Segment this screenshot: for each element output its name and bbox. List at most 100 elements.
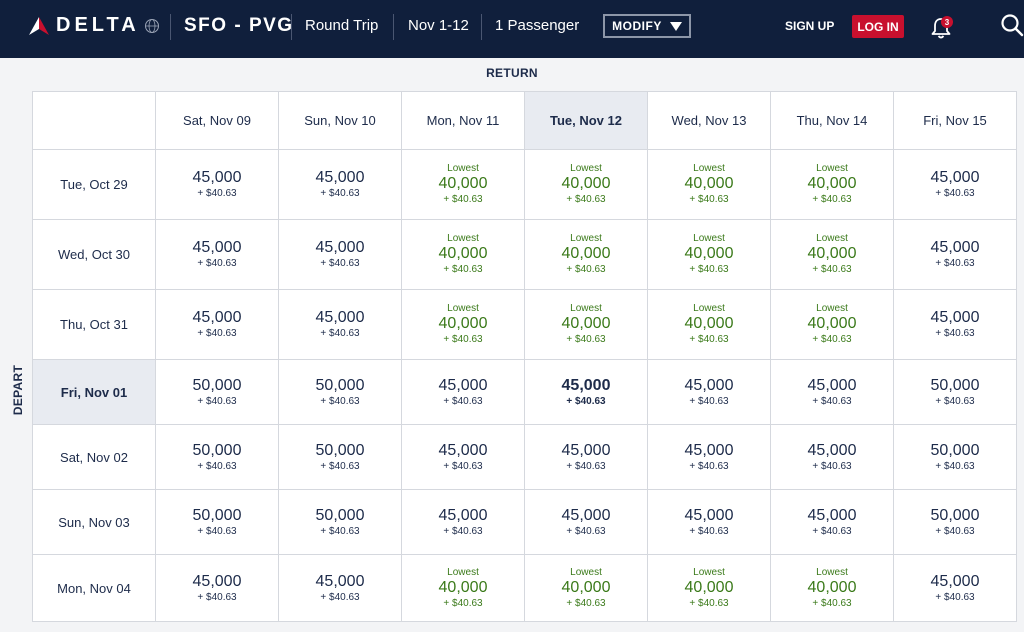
fare-cell[interactable]: 50,000 + $40.63: [155, 489, 279, 555]
travel-dates[interactable]: Nov 1-12: [408, 17, 469, 34]
depart-date-header[interactable]: Thu, Oct 31: [32, 289, 156, 360]
fare-cell[interactable]: 45,000 + $40.63: [770, 489, 894, 555]
table-row: Sat, Nov 02 50,000 + $40.63 50,000 + $40.63 4…: [32, 424, 1017, 490]
fare-cell[interactable]: 45,000 + $40.63: [893, 289, 1017, 360]
fare-cell[interactable]: Lowest 40,000 + $40.63: [524, 149, 648, 220]
fare-cell-content: Lowest 40,000 + $40.63: [525, 304, 647, 345]
fare-cell[interactable]: 45,000 + $40.63: [893, 554, 1017, 622]
fare-cell[interactable]: Lowest 40,000 + $40.63: [524, 289, 648, 360]
miles-price: 45,000: [192, 239, 242, 256]
top-nav-bar: DELTA SFO - PVG Round Trip Nov 1-12 1 Pa…: [0, 0, 1024, 58]
fare-cell-content: 45,000 + $40.63: [648, 376, 770, 407]
fare-cell[interactable]: Lowest 40,000 + $40.63: [647, 289, 771, 360]
fare-cell[interactable]: Lowest 40,000 + $40.63: [401, 219, 525, 290]
logo-text: DELTA: [56, 14, 140, 36]
miles-price: 40,000: [807, 175, 857, 192]
depart-date-header[interactable]: Fri, Nov 01: [32, 359, 156, 425]
fare-cell[interactable]: 45,000 + $40.63: [278, 149, 402, 220]
fare-cell[interactable]: Lowest 40,000 + $40.63: [770, 219, 894, 290]
tax-fee: + $40.63: [566, 597, 606, 609]
delta-logo[interactable]: DELTA: [28, 14, 160, 37]
fare-cell[interactable]: 45,000 + $40.63: [770, 359, 894, 425]
fare-cell[interactable]: 50,000 + $40.63: [278, 489, 402, 555]
miles-price: 45,000: [930, 239, 980, 256]
fare-cell[interactable]: Lowest 40,000 + $40.63: [770, 149, 894, 220]
fare-cell[interactable]: 45,000 + $40.63: [401, 489, 525, 555]
fare-cell[interactable]: 45,000 + $40.63: [155, 554, 279, 622]
lowest-fare-tag: Lowest: [816, 163, 848, 174]
tax-fee: + $40.63: [566, 395, 606, 407]
tax-fee: + $40.63: [689, 597, 729, 609]
return-date-header[interactable]: Sat, Nov 09: [155, 91, 279, 150]
miles-price: 45,000: [684, 376, 734, 394]
fare-cell[interactable]: 45,000 + $40.63: [524, 424, 648, 490]
search-icon[interactable]: [1000, 13, 1024, 37]
fare-cell-content: 45,000 + $40.63: [156, 310, 278, 339]
return-date-header[interactable]: Fri, Nov 15: [893, 91, 1017, 150]
fare-cell-content: 45,000 + $40.63: [771, 377, 893, 407]
return-date-header[interactable]: Mon, Nov 11: [401, 91, 525, 150]
fare-cell[interactable]: 45,000 + $40.63: [893, 219, 1017, 290]
fare-cell[interactable]: 45,000 + $40.63: [647, 359, 771, 425]
fare-cell[interactable]: 50,000 + $40.63: [155, 424, 279, 490]
depart-date-header[interactable]: Tue, Oct 29: [32, 149, 156, 220]
tax-fee: + $40.63: [935, 258, 975, 269]
fare-cell[interactable]: Lowest 40,000 + $40.63: [770, 554, 894, 622]
fare-cell-content: 45,000 + $40.63: [279, 240, 401, 269]
fare-cell[interactable]: 45,000 + $40.63: [524, 489, 648, 555]
fare-cell[interactable]: 45,000 + $40.63: [647, 489, 771, 555]
fare-cell-content: Lowest 40,000 + $40.63: [648, 234, 770, 275]
lowest-fare-tag: Lowest: [570, 233, 602, 244]
tax-fee: + $40.63: [320, 395, 360, 407]
fare-cell[interactable]: 50,000 + $40.63: [893, 489, 1017, 555]
fare-cell[interactable]: Lowest 40,000 + $40.63: [770, 289, 894, 360]
fare-cell[interactable]: 45,000 + $40.63: [647, 424, 771, 490]
depart-date-header[interactable]: Wed, Oct 30: [32, 219, 156, 290]
return-date-header[interactable]: Sun, Nov 10: [278, 91, 402, 150]
fare-cell[interactable]: 50,000 + $40.63: [278, 359, 402, 425]
fare-cell[interactable]: Lowest 40,000 + $40.63: [524, 219, 648, 290]
fare-cell[interactable]: 45,000 + $40.63: [401, 359, 525, 425]
miles-price: 40,000: [684, 578, 734, 596]
fare-cell[interactable]: 45,000 + $40.63: [278, 554, 402, 622]
fare-cell[interactable]: Lowest 40,000 + $40.63: [647, 149, 771, 220]
route-summary[interactable]: SFO - PVG: [184, 15, 294, 36]
fare-cell[interactable]: 50,000 + $40.63: [155, 359, 279, 425]
fare-cell[interactable]: Lowest 40,000 + $40.63: [401, 149, 525, 220]
return-date-header[interactable]: Thu, Nov 14: [770, 91, 894, 150]
fare-cell-content: 45,000 + $40.63: [402, 442, 524, 472]
fare-cell[interactable]: 45,000 + $40.63: [155, 289, 279, 360]
tax-fee: + $40.63: [935, 525, 975, 537]
fare-cell[interactable]: 50,000 + $40.63: [893, 424, 1017, 490]
return-date-header[interactable]: Wed, Nov 13: [647, 91, 771, 150]
tax-fee: + $40.63: [320, 460, 360, 472]
fare-cell[interactable]: 45,000 + $40.63: [893, 149, 1017, 220]
modify-button[interactable]: MODIFY: [603, 14, 691, 38]
fare-cell[interactable]: 45,000 + $40.63: [278, 219, 402, 290]
fare-cell[interactable]: 45,000 + $40.63: [278, 289, 402, 360]
fare-cell[interactable]: Lowest 40,000 + $40.63: [401, 289, 525, 360]
miles-price: 40,000: [807, 578, 857, 596]
fare-cell[interactable]: Lowest 40,000 + $40.63: [647, 219, 771, 290]
table-row: Wed, Oct 30 45,000 + $40.63 45,000 + $40.63 L…: [32, 219, 1017, 290]
depart-date-header[interactable]: Sat, Nov 02: [32, 424, 156, 490]
passenger-count[interactable]: 1 Passenger: [495, 17, 580, 34]
depart-date-header[interactable]: Mon, Nov 04: [32, 554, 156, 622]
fare-cell[interactable]: Lowest 40,000 + $40.63: [401, 554, 525, 622]
sign-up-link[interactable]: SIGN UP: [785, 19, 835, 33]
return-date-header[interactable]: Tue, Nov 12: [524, 91, 648, 150]
fare-cell-content: 45,000 + $40.63: [279, 310, 401, 339]
fare-cell[interactable]: 50,000 + $40.63: [278, 424, 402, 490]
fare-cell[interactable]: 45,000 + $40.63: [524, 359, 648, 425]
fare-cell[interactable]: 45,000 + $40.63: [155, 149, 279, 220]
miles-price: 40,000: [807, 315, 857, 332]
depart-date-header[interactable]: Sun, Nov 03: [32, 489, 156, 555]
fare-cell[interactable]: Lowest 40,000 + $40.63: [524, 554, 648, 622]
fare-cell[interactable]: 45,000 + $40.63: [155, 219, 279, 290]
log-in-button[interactable]: LOG IN: [852, 15, 904, 38]
fare-cell[interactable]: 45,000 + $40.63: [401, 424, 525, 490]
fare-cell[interactable]: Lowest 40,000 + $40.63: [647, 554, 771, 622]
fare-cell[interactable]: 50,000 + $40.63: [893, 359, 1017, 425]
trip-type[interactable]: Round Trip: [305, 17, 379, 34]
fare-cell[interactable]: 45,000 + $40.63: [770, 424, 894, 490]
